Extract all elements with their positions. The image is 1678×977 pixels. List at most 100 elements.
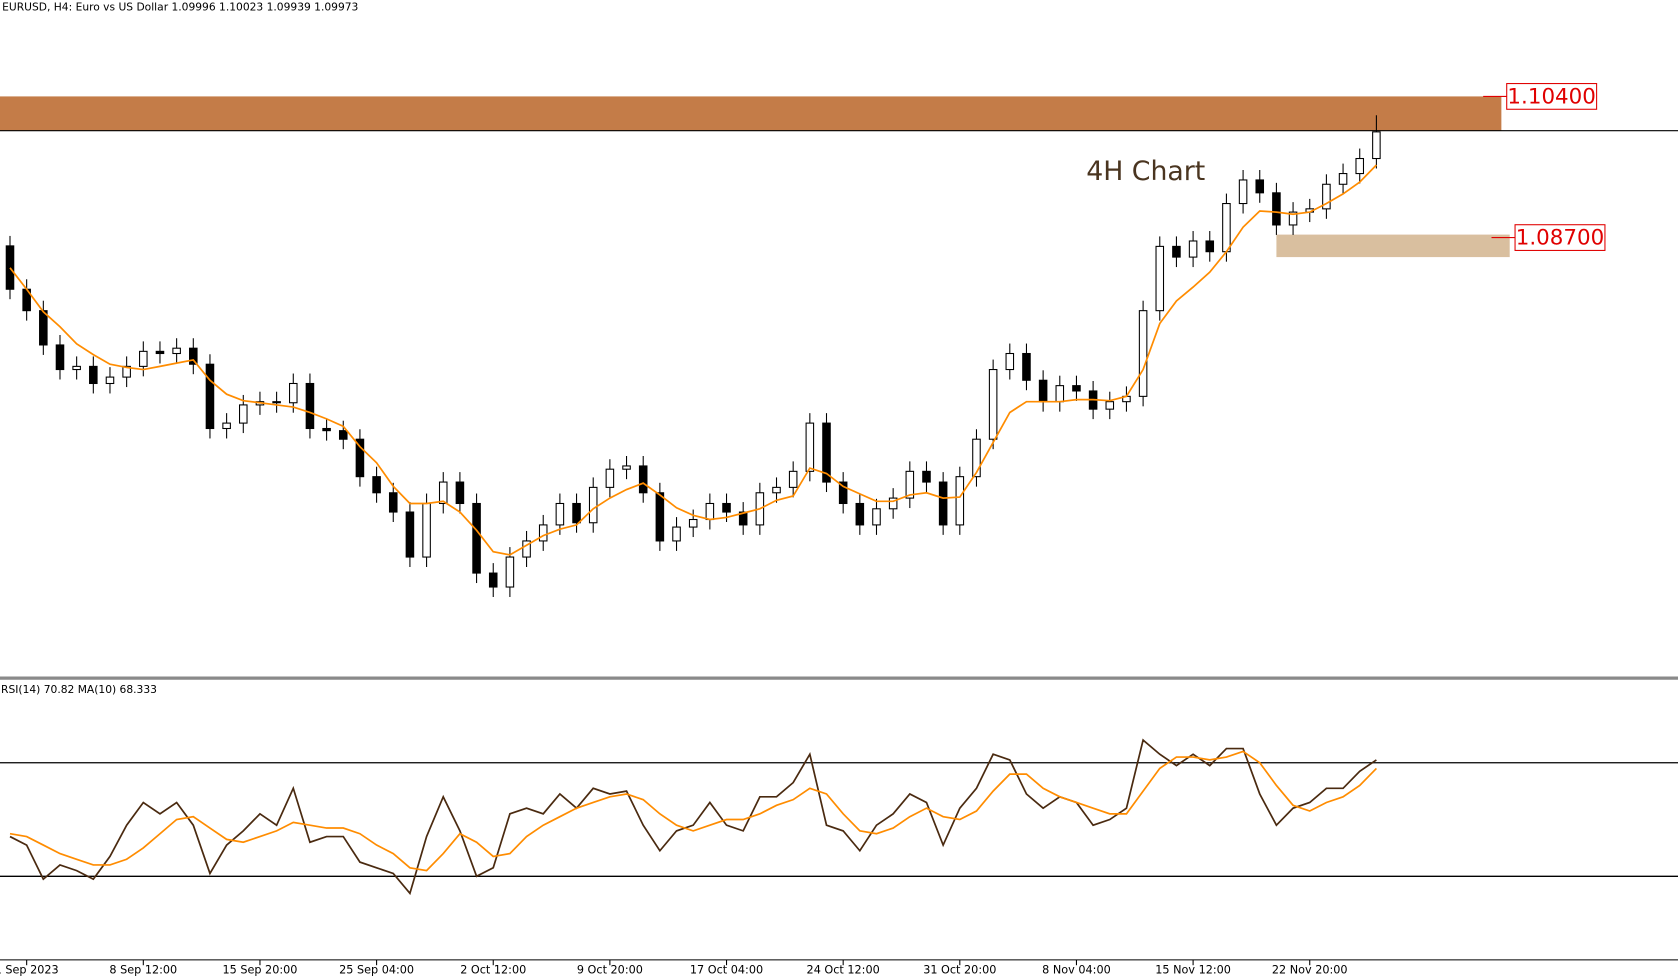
level-label: 1.08700 (1516, 226, 1604, 251)
candle-body (1038, 379, 1048, 403)
candle-body (172, 347, 181, 355)
moving-average (9, 164, 1378, 556)
x-tick-label: 8 Sep 12:00 (109, 964, 177, 977)
candle-body (855, 502, 865, 526)
x-tick-label: 31 Oct 20:00 (923, 964, 996, 977)
zone (0, 96, 1502, 131)
candle-body (738, 511, 748, 526)
x-tick-label: 2 Oct 12:00 (460, 964, 526, 977)
candle-body (1322, 183, 1331, 210)
candle-body (505, 556, 515, 588)
candle-body (39, 310, 48, 346)
candle-body (1372, 131, 1381, 160)
candle-body (655, 492, 665, 542)
candle-body (222, 422, 231, 430)
candle-body (638, 465, 648, 494)
candle-body (622, 465, 631, 470)
candle-body (955, 476, 965, 526)
rsi-line (9, 750, 1377, 872)
candle-body (555, 502, 565, 526)
candle-body (538, 524, 548, 542)
x-tick-label: 24 Oct 12:00 (807, 964, 880, 977)
candle-body (55, 344, 65, 371)
candle-body (422, 502, 431, 558)
candle-body (388, 492, 398, 513)
candle-body (1055, 385, 1065, 403)
level-label: 1.10400 (1507, 84, 1595, 109)
candle-body (972, 438, 981, 478)
candle-body (5, 245, 15, 290)
x-tick-label: 8 Nov 04:00 (1042, 964, 1111, 977)
candle-body (139, 350, 148, 367)
candle-body (272, 401, 281, 404)
candle-body (1155, 245, 1165, 312)
candle-body (672, 526, 681, 542)
level-label-box (1506, 83, 1598, 110)
x-tick-label: 17 Oct 04:00 (690, 964, 763, 977)
zones: 1.10400 1.08700 (0, 83, 1678, 258)
rsi-title: RSI(14) 70.82 MA(10) 68.333 (1, 683, 157, 696)
candle-body (1138, 310, 1148, 397)
x-tick-label: 22 Nov 20:00 (1272, 964, 1348, 977)
candle-body (205, 363, 215, 430)
candle-body (1288, 211, 1298, 226)
candle-body (705, 502, 715, 521)
candle-body (1272, 192, 1281, 226)
candle-body (305, 382, 315, 430)
rsi-line (9, 738, 1377, 896)
candle-body (239, 404, 248, 424)
x-tick-label: 25 Sep 04:00 (339, 964, 414, 977)
candle-body (1188, 240, 1198, 258)
candle-body (105, 376, 115, 385)
candle-body (122, 365, 131, 378)
candle-body (1255, 179, 1265, 194)
candle-body (872, 508, 881, 526)
candle-body (1205, 240, 1215, 253)
x-tick-label: 1 Sep 2023 (0, 964, 59, 977)
candle-body (722, 502, 731, 513)
candle-body (988, 369, 998, 440)
candle-body (189, 347, 198, 365)
x-axis-ticks: 1 Sep 2023 8 Sep 12:00 15 Sep 20:00 25 Sep … (0, 959, 1348, 977)
candle-body (488, 572, 498, 588)
candle-body (922, 470, 931, 483)
candle-body (888, 497, 898, 510)
candle-body (688, 518, 698, 528)
candle-body (1105, 401, 1115, 410)
candle-body (1222, 203, 1231, 253)
rsi-panel (0, 738, 1678, 896)
candle-body (288, 382, 298, 404)
candle-body (1238, 179, 1248, 205)
candle-body (572, 502, 581, 524)
candle-body (322, 427, 331, 432)
candle-body (1072, 385, 1081, 392)
candle-body (772, 486, 781, 494)
candle-body (155, 350, 165, 355)
candle-body (822, 422, 831, 483)
candle-body (588, 486, 598, 524)
candle-body (938, 481, 948, 526)
price-panel (5, 115, 1381, 597)
x-tick-label: 9 Oct 20:00 (577, 964, 643, 977)
chart-title: EURUSD, H4: Euro vs US Dollar 1.09996 1.… (2, 0, 358, 13)
x-tick-label: 15 Nov 12:00 (1155, 964, 1231, 977)
candle-body (805, 422, 815, 472)
candle-body (1022, 352, 1031, 381)
candle-body (455, 481, 465, 505)
candle-body (522, 540, 531, 558)
zone (1276, 234, 1510, 258)
x-tick-label: 15 Sep 20:00 (222, 964, 297, 977)
candle-body (355, 438, 365, 478)
candle-body (788, 470, 798, 488)
candle-body (89, 365, 98, 385)
candle-body (1338, 173, 1348, 185)
candle-body (405, 511, 415, 558)
candle-body (72, 365, 81, 371)
candle-body (372, 476, 381, 494)
candle-body (905, 470, 915, 499)
candle-body (438, 481, 448, 505)
annotation: 4H Chart (1086, 156, 1205, 187)
candle-body (338, 430, 348, 440)
